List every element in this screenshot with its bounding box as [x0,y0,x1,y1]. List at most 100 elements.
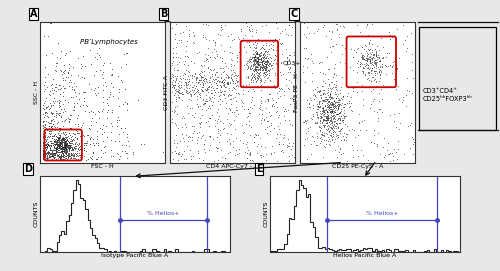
Point [400,98,407,102]
Point [372,64,380,68]
Point [330,116,338,121]
Point [332,134,340,138]
Point [264,67,272,72]
Point [94,154,102,159]
Point [72,141,80,146]
Point [358,53,366,58]
Point [250,62,258,66]
Point [254,59,262,63]
Point [260,79,268,84]
Point [267,46,275,50]
Point [254,62,262,66]
Point [65,136,73,140]
Point [231,153,239,157]
Point [404,124,412,128]
Point [122,51,130,55]
Point [46,154,54,159]
Point [75,141,83,145]
Point [228,79,236,83]
Point [334,96,342,100]
Point [56,133,64,137]
Point [40,139,48,143]
Point [227,92,235,97]
Point [52,140,60,144]
Point [220,83,228,87]
Point [64,140,72,144]
Point [190,41,198,45]
Point [254,58,262,62]
Point [312,121,320,125]
Point [337,114,345,118]
Point [169,83,177,88]
Point [230,127,238,131]
Point [368,22,376,26]
Point [46,148,54,152]
Point [65,140,73,144]
Point [92,157,100,161]
Point [50,139,58,143]
Point [86,141,94,146]
Point [173,89,181,93]
Point [324,112,332,117]
Point [40,151,48,156]
Point [366,57,374,62]
Point [62,139,70,144]
Point [312,115,320,119]
Point [48,144,56,148]
Point [324,88,332,92]
Point [260,118,268,122]
Point [238,83,246,87]
Point [232,84,240,88]
Point [88,109,96,114]
Point [57,144,65,149]
Point [168,80,176,85]
Point [327,115,335,120]
Point [50,150,58,155]
Point [43,144,51,149]
Point [62,145,70,150]
Point [228,97,235,101]
Point [372,51,380,56]
Point [72,153,80,158]
Point [308,116,316,121]
Point [60,145,68,149]
Point [208,91,216,95]
Point [98,127,106,131]
Point [328,95,336,100]
Point [198,69,206,74]
Point [356,30,364,34]
Point [262,64,270,68]
Point [206,106,214,110]
Point [62,136,70,140]
Point [254,55,262,60]
Point [324,127,332,131]
Point [326,92,334,96]
Point [319,155,327,159]
Point [194,90,202,95]
Point [265,52,273,57]
Point [53,55,61,60]
Point [44,143,52,147]
Point [60,136,68,140]
Point [255,53,263,57]
Point [321,94,329,99]
Point [258,71,266,76]
Point [52,113,60,117]
Point [262,49,270,53]
Point [52,157,60,161]
Point [59,130,67,134]
Point [254,69,262,74]
Point [91,55,99,59]
Point [231,71,239,75]
Point [262,106,270,111]
Point [108,72,116,76]
Point [372,84,380,88]
Point [129,152,137,156]
Point [60,141,68,145]
Point [168,117,176,121]
Point [44,151,52,156]
Point [302,121,310,125]
Point [260,66,268,70]
Point [202,96,210,101]
Point [372,53,380,57]
